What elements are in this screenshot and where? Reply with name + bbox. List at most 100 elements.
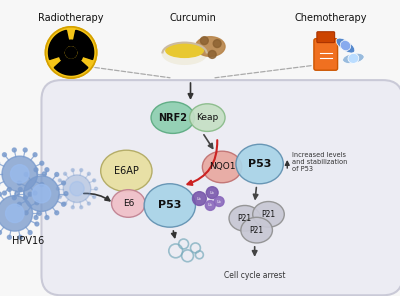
Circle shape [7,235,11,239]
Ellipse shape [202,151,242,183]
Circle shape [18,202,21,206]
Ellipse shape [236,144,283,184]
Text: Curcumin: Curcumin [169,13,216,23]
Circle shape [80,206,83,209]
Text: Keap: Keap [196,113,218,122]
Polygon shape [73,30,94,59]
Circle shape [15,192,19,196]
Circle shape [0,192,2,196]
Text: E6: E6 [123,199,134,208]
Text: P21: P21 [262,210,276,219]
Ellipse shape [162,43,207,64]
Circle shape [7,187,11,192]
Circle shape [34,215,38,219]
Circle shape [62,202,66,206]
Ellipse shape [348,54,359,63]
Circle shape [0,231,2,234]
Ellipse shape [196,37,225,57]
Circle shape [45,215,49,219]
FancyBboxPatch shape [317,32,335,43]
Ellipse shape [241,217,272,243]
Circle shape [200,37,208,45]
Circle shape [66,47,77,58]
Circle shape [23,196,27,200]
Text: P53: P53 [158,200,182,210]
Circle shape [24,176,59,211]
Ellipse shape [229,205,260,231]
Circle shape [2,153,6,157]
Circle shape [87,172,90,175]
Circle shape [56,187,60,190]
Circle shape [40,183,44,186]
Ellipse shape [336,38,355,53]
Text: Ub: Ub [210,191,215,195]
Circle shape [80,169,83,172]
Circle shape [35,201,39,205]
Circle shape [18,187,22,192]
Circle shape [28,231,32,234]
Circle shape [214,197,224,206]
Circle shape [24,173,28,176]
Text: Ub: Ub [197,197,202,201]
Circle shape [64,202,67,205]
Circle shape [35,222,39,226]
Ellipse shape [166,44,203,57]
Circle shape [87,202,90,205]
Circle shape [18,181,21,185]
Circle shape [12,196,16,200]
Circle shape [58,179,61,182]
Circle shape [33,191,37,195]
Circle shape [206,187,218,199]
Text: Increased levels
and stabilization
of P53: Increased levels and stabilization of P5… [292,152,348,172]
Circle shape [12,148,16,152]
Text: NRF2: NRF2 [158,112,187,123]
Circle shape [71,169,74,172]
Ellipse shape [144,184,196,227]
Circle shape [58,195,61,199]
Circle shape [63,175,91,202]
Text: P21: P21 [250,226,264,235]
FancyBboxPatch shape [314,39,338,70]
Circle shape [10,165,29,183]
Circle shape [6,204,24,223]
FancyArrowPatch shape [188,140,217,185]
Circle shape [46,27,97,78]
Text: P21: P21 [238,214,252,223]
Circle shape [94,187,98,190]
Circle shape [64,172,67,175]
Ellipse shape [253,202,284,227]
Text: Cell cycle arrest: Cell cycle arrest [224,271,286,280]
Text: E6AP: E6AP [114,166,139,176]
Circle shape [55,173,59,176]
Circle shape [45,168,49,172]
Circle shape [205,200,215,210]
Ellipse shape [190,104,225,131]
Circle shape [93,179,96,182]
Circle shape [32,184,51,203]
Text: HPV16: HPV16 [12,236,44,246]
Ellipse shape [151,102,194,133]
Ellipse shape [343,53,364,64]
Circle shape [33,153,37,157]
Circle shape [55,211,59,215]
Circle shape [37,211,41,215]
Circle shape [18,235,22,239]
Text: Radiotherapy: Radiotherapy [38,13,104,23]
Text: Ub: Ub [208,203,213,207]
Circle shape [42,172,46,176]
Circle shape [23,148,27,152]
Circle shape [64,192,68,196]
Circle shape [2,191,6,195]
Circle shape [213,40,221,48]
Circle shape [71,206,74,209]
Text: P53: P53 [248,159,271,169]
Circle shape [70,181,84,196]
Text: Chemotherapy: Chemotherapy [294,13,367,23]
FancyBboxPatch shape [42,80,400,295]
Ellipse shape [340,41,351,51]
Text: NQO1: NQO1 [209,163,235,171]
Circle shape [24,211,28,215]
Circle shape [40,161,44,165]
Ellipse shape [101,150,152,192]
Circle shape [62,181,66,185]
